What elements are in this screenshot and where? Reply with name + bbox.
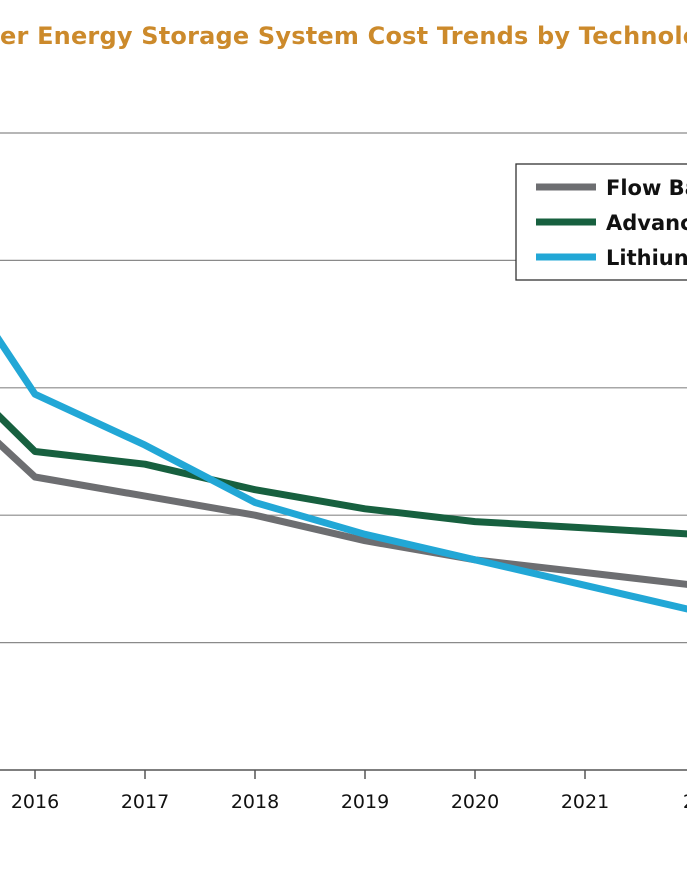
- series-line-1: [0, 439, 687, 588]
- legend-label: Flow Ba: [606, 176, 687, 200]
- x-axis: 2016 2017 2018 2019 2020 2021 20: [0, 769, 687, 813]
- gridlines: [0, 132, 687, 644]
- x-tick-label: 2019: [341, 791, 389, 813]
- series-lines: [0, 335, 687, 613]
- legend-label: Advanc: [606, 211, 687, 235]
- x-tick-label: 2017: [121, 791, 169, 813]
- x-tick-label: 2021: [561, 791, 609, 813]
- series-line-3: [0, 335, 687, 613]
- x-tick-label: 2018: [231, 791, 279, 813]
- x-tick-label: 2016: [11, 791, 59, 813]
- series-line-2: [0, 412, 687, 538]
- legend: Flow Ba Advanc Lithiun: [515, 163, 687, 281]
- chart-title: er Energy Storage System Cost Trends by …: [0, 22, 687, 50]
- x-tick-label: 20: [683, 791, 687, 813]
- legend-label: Lithiun: [606, 246, 687, 270]
- x-tick-label: 2020: [451, 791, 499, 813]
